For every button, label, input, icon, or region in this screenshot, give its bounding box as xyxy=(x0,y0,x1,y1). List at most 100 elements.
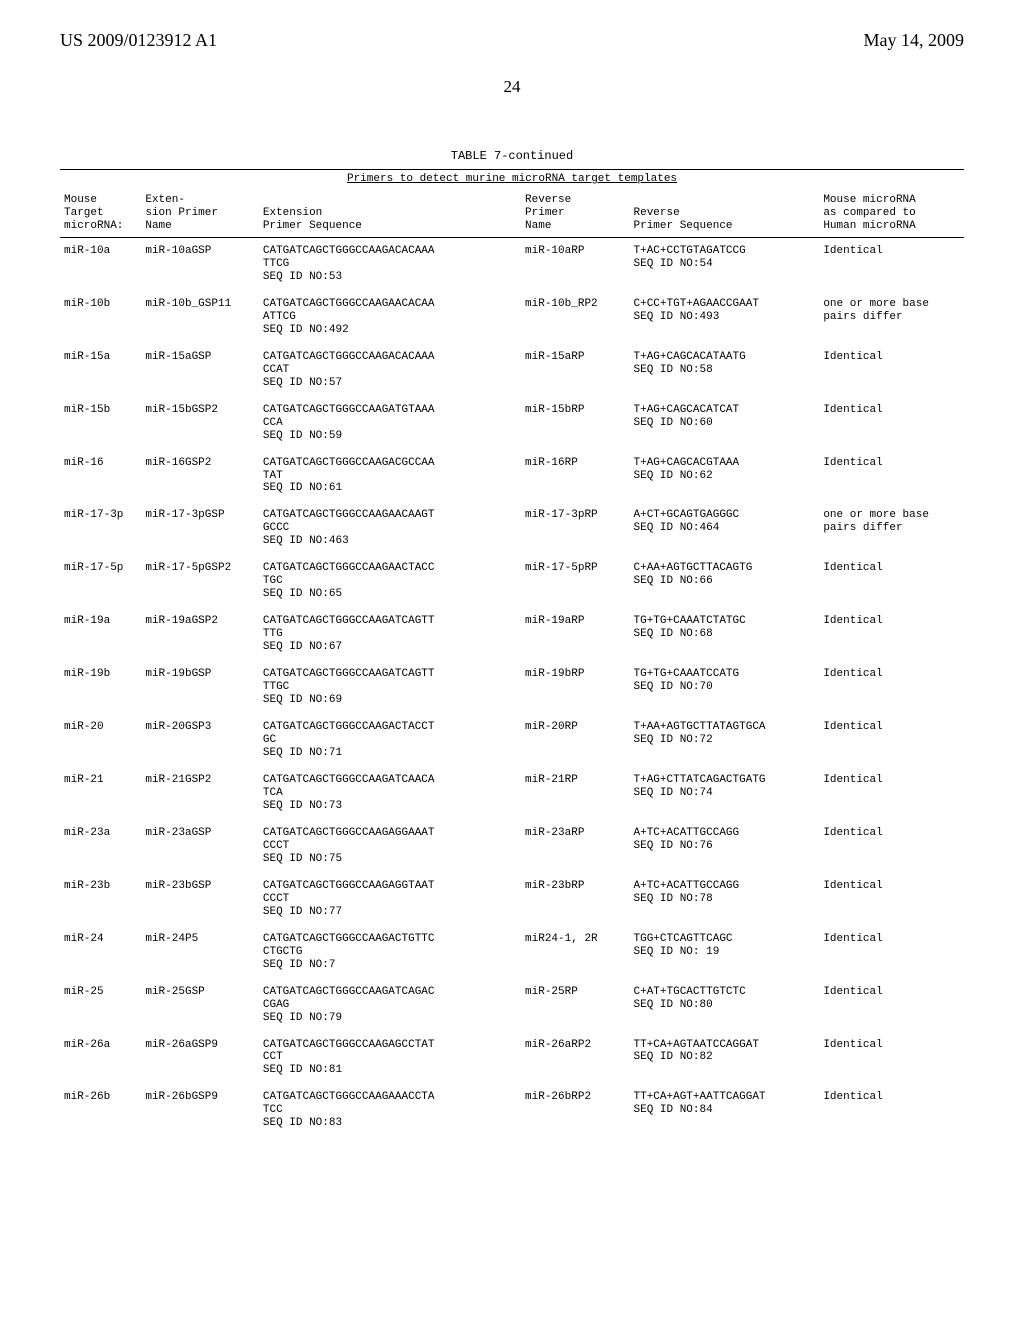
cell-c5: A+TC+ACATTGCCAGGSEQ ID NO:76 xyxy=(630,820,820,873)
cell-c2: miR-17-3pGSP xyxy=(141,502,259,555)
cell-c6: Identical xyxy=(819,820,964,873)
cell-c4: miR-16RP xyxy=(521,450,629,503)
col-header-3: ExtensionPrimer Sequence xyxy=(259,188,521,237)
cell-c1: miR-17-5p xyxy=(60,555,141,608)
cell-c6: Identical xyxy=(819,344,964,397)
cell-c5: T+AG+CAGCACGTAAASEQ ID NO:62 xyxy=(630,450,820,503)
cell-c5: T+AC+CCTGTAGATCCGSEQ ID NO:54 xyxy=(630,237,820,290)
cell-c3: CATGATCAGCTGGGCCAAGAGGTAATCCCTSEQ ID NO:… xyxy=(259,873,521,926)
cell-c3: CATGATCAGCTGGGCCAAGATCAACATCASEQ ID NO:7… xyxy=(259,767,521,820)
cell-c2: miR-10aGSP xyxy=(141,237,259,290)
cell-c6: Identical xyxy=(819,555,964,608)
cell-c4: miR-15aRP xyxy=(521,344,629,397)
cell-c4: miR-23aRP xyxy=(521,820,629,873)
cell-c4: miR-19aRP xyxy=(521,608,629,661)
cell-c3: CATGATCAGCTGGGCCAAGACTGTTCCTGCTGSEQ ID N… xyxy=(259,926,521,979)
cell-c5: T+AA+AGTGCTTATAGTGCASEQ ID NO:72 xyxy=(630,714,820,767)
cell-c4: miR-15bRP xyxy=(521,397,629,450)
cell-c3: CATGATCAGCTGGGCCAAGACACAAACCATSEQ ID NO:… xyxy=(259,344,521,397)
cell-c6: Identical xyxy=(819,979,964,1032)
cell-c2: miR-15aGSP xyxy=(141,344,259,397)
col-header-6: Mouse microRNAas compared toHuman microR… xyxy=(819,188,964,237)
table-row: miR-23bmiR-23bGSPCATGATCAGCTGGGCCAAGAGGT… xyxy=(60,873,964,926)
cell-c4: miR-17-5pRP xyxy=(521,555,629,608)
cell-c3: CATGATCAGCTGGGCCAAGAACTACCTGCSEQ ID NO:6… xyxy=(259,555,521,608)
cell-c5: T+AG+CTTATCAGACTGATGSEQ ID NO:74 xyxy=(630,767,820,820)
cell-c3: CATGATCAGCTGGGCCAAGAGCCTATCCTSEQ ID NO:8… xyxy=(259,1032,521,1085)
cell-c5: TG+TG+CAAATCCATGSEQ ID NO:70 xyxy=(630,661,820,714)
cell-c1: miR-24 xyxy=(60,926,141,979)
cell-c5: T+AG+CAGCACATCATSEQ ID NO:60 xyxy=(630,397,820,450)
cell-c6: Identical xyxy=(819,767,964,820)
cell-c4: miR-17-3pRP xyxy=(521,502,629,555)
cell-c2: miR-26bGSP9 xyxy=(141,1084,259,1137)
cell-c6: Identical xyxy=(819,661,964,714)
cell-c5: TT+CA+AGT+AATTCAGGATSEQ ID NO:84 xyxy=(630,1084,820,1137)
cell-c3: CATGATCAGCTGGGCCAAGATCAGTTTTGSEQ ID NO:6… xyxy=(259,608,521,661)
cell-c2: miR-15bGSP2 xyxy=(141,397,259,450)
cell-c2: miR-19aGSP2 xyxy=(141,608,259,661)
cell-c1: miR-23a xyxy=(60,820,141,873)
page-number: 24 xyxy=(0,77,1024,97)
table-row: miR-17-3pmiR-17-3pGSPCATGATCAGCTGGGCCAAG… xyxy=(60,502,964,555)
table-row: miR-16miR-16GSP2CATGATCAGCTGGGCCAAGACGCC… xyxy=(60,450,964,503)
cell-c2: miR-16GSP2 xyxy=(141,450,259,503)
cell-c6: Identical xyxy=(819,1032,964,1085)
cell-c3: CATGATCAGCTGGGCCAAGACACAAATTCGSEQ ID NO:… xyxy=(259,237,521,290)
table-row: miR-15amiR-15aGSPCATGATCAGCTGGGCCAAGACAC… xyxy=(60,344,964,397)
cell-c3: CATGATCAGCTGGGCCAAGAACAAGTGCCCSEQ ID NO:… xyxy=(259,502,521,555)
table-row: miR-23amiR-23aGSPCATGATCAGCTGGGCCAAGAGGA… xyxy=(60,820,964,873)
cell-c3: CATGATCAGCTGGGCCAAGATCAGTTTTGCSEQ ID NO:… xyxy=(259,661,521,714)
cell-c5: TG+TG+CAAATCTATGCSEQ ID NO:68 xyxy=(630,608,820,661)
cell-c3: CATGATCAGCTGGGCCAAGACGCCAATATSEQ ID NO:6… xyxy=(259,450,521,503)
cell-c5: C+AT+TGCACTTGTCTCSEQ ID NO:80 xyxy=(630,979,820,1032)
header-row: MouseTargetmicroRNA: Exten-sion PrimerNa… xyxy=(60,188,964,237)
cell-c2: miR-19bGSP xyxy=(141,661,259,714)
cell-c4: miR-20RP xyxy=(521,714,629,767)
cell-c4: miR-10b_RP2 xyxy=(521,291,629,344)
cell-c4: miR-26aRP2 xyxy=(521,1032,629,1085)
cell-c1: miR-21 xyxy=(60,767,141,820)
cell-c4: miR-19bRP xyxy=(521,661,629,714)
cell-c1: miR-19b xyxy=(60,661,141,714)
cell-c1: miR-16 xyxy=(60,450,141,503)
cell-c1: miR-19a xyxy=(60,608,141,661)
table-row: miR-20miR-20GSP3CATGATCAGCTGGGCCAAGACTAC… xyxy=(60,714,964,767)
cell-c4: miR-26bRP2 xyxy=(521,1084,629,1137)
cell-c3: CATGATCAGCTGGGCCAAGAGGAAATCCCTSEQ ID NO:… xyxy=(259,820,521,873)
table-row: miR-15bmiR-15bGSP2CATGATCAGCTGGGCCAAGATG… xyxy=(60,397,964,450)
cell-c5: TT+CA+AGTAATCCAGGATSEQ ID NO:82 xyxy=(630,1032,820,1085)
cell-c3: CATGATCAGCTGGGCCAAGAAACCTATCCSEQ ID NO:8… xyxy=(259,1084,521,1137)
cell-c1: miR-26b xyxy=(60,1084,141,1137)
publication-date: May 14, 2009 xyxy=(864,30,965,51)
cell-c6: Identical xyxy=(819,1084,964,1137)
cell-c5: C+AA+AGTGCTTACAGTGSEQ ID NO:66 xyxy=(630,555,820,608)
cell-c6: Identical xyxy=(819,873,964,926)
cell-c6: Identical xyxy=(819,608,964,661)
cell-c3: CATGATCAGCTGGGCCAAGACTACCTGCSEQ ID NO:71 xyxy=(259,714,521,767)
cell-c6: Identical xyxy=(819,397,964,450)
table-row: miR-25miR-25GSPCATGATCAGCTGGGCCAAGATCAGA… xyxy=(60,979,964,1032)
cell-c2: miR-23bGSP xyxy=(141,873,259,926)
cell-c2: miR-24P5 xyxy=(141,926,259,979)
top-rule xyxy=(60,169,964,170)
cell-c1: miR-23b xyxy=(60,873,141,926)
cell-c5: T+AG+CAGCACATAATGSEQ ID NO:58 xyxy=(630,344,820,397)
cell-c2: miR-17-5pGSP2 xyxy=(141,555,259,608)
cell-c5: A+TC+ACATTGCCAGGSEQ ID NO:78 xyxy=(630,873,820,926)
cell-c6: Identical xyxy=(819,714,964,767)
cell-c2: miR-21GSP2 xyxy=(141,767,259,820)
publication-number: US 2009/0123912 A1 xyxy=(60,30,217,51)
cell-c6: Identical xyxy=(819,926,964,979)
cell-c1: miR-10a xyxy=(60,237,141,290)
cell-c1: miR-10b xyxy=(60,291,141,344)
cell-c3: CATGATCAGCTGGGCCAAGATCAGACCGAGSEQ ID NO:… xyxy=(259,979,521,1032)
cell-c4: miR-25RP xyxy=(521,979,629,1032)
table-row: miR-26bmiR-26bGSP9CATGATCAGCTGGGCCAAGAAA… xyxy=(60,1084,964,1137)
cell-c6: Identical xyxy=(819,237,964,290)
table-row: miR-10bmiR-10b_GSP11CATGATCAGCTGGGCCAAGA… xyxy=(60,291,964,344)
table-title: TABLE 7-continued xyxy=(0,149,1024,163)
cell-c6: one or more basepairs differ xyxy=(819,291,964,344)
cell-c1: miR-20 xyxy=(60,714,141,767)
table-row: miR-10amiR-10aGSPCATGATCAGCTGGGCCAAGACAC… xyxy=(60,237,964,290)
